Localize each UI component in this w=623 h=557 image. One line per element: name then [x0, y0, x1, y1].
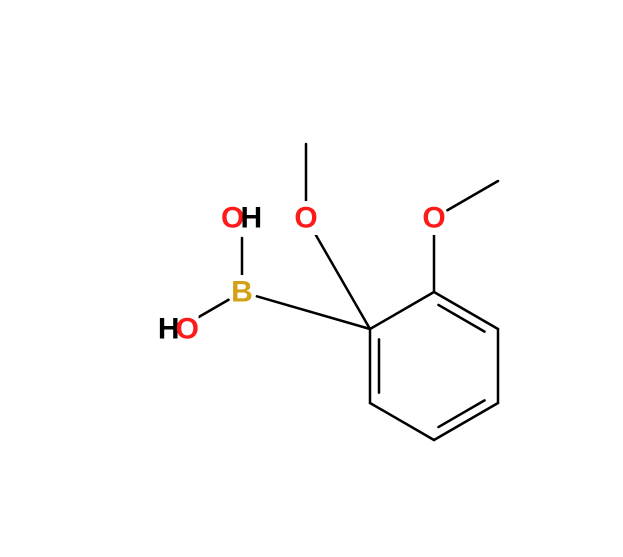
atom-OH2: HO [157, 312, 199, 346]
atom-B: B [231, 275, 254, 309]
atom-OM: O [294, 201, 317, 235]
svg-text:O: O [176, 313, 199, 346]
atom-OH1: OH [221, 201, 263, 235]
svg-text:B: B [231, 276, 253, 309]
svg-text:O: O [294, 202, 317, 235]
atom-OR: O [422, 201, 445, 235]
svg-text:O: O [422, 202, 445, 235]
molecule-diagram: OOBOHHO [0, 0, 623, 557]
svg-text:H: H [240, 202, 262, 235]
